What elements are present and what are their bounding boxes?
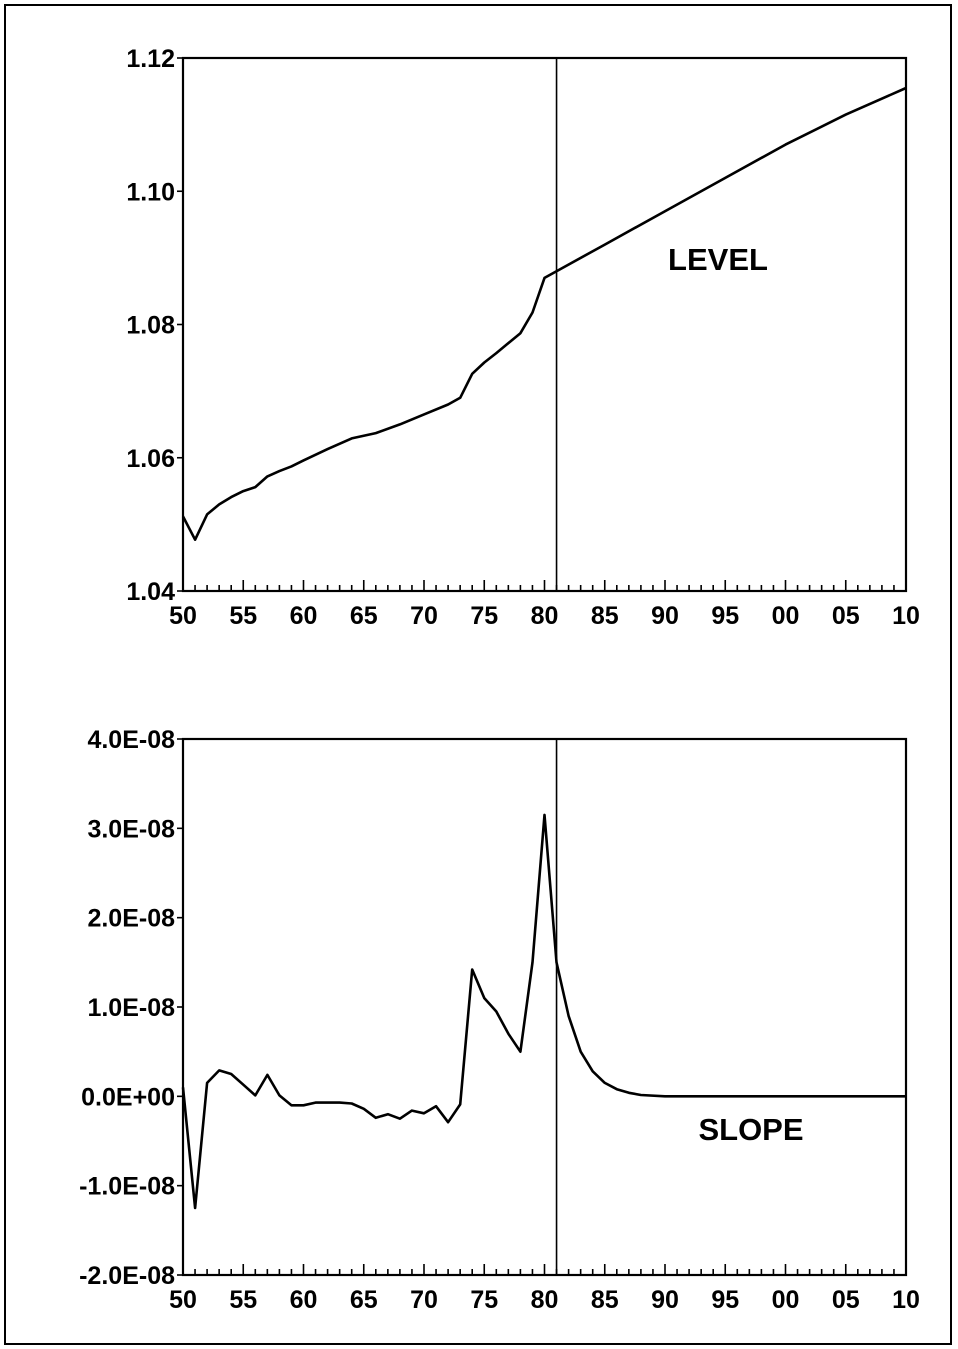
slope-x-tick-label: 00	[772, 1286, 800, 1314]
level-panel-label: LEVEL	[668, 242, 768, 277]
slope-x-tick-label: 50	[169, 1286, 197, 1314]
slope-x-tick-label: 65	[350, 1286, 378, 1314]
level-x-tick-label: 10	[892, 602, 920, 630]
slope-x-tick-label: 95	[711, 1286, 739, 1314]
level-x-tick-label: 85	[591, 602, 619, 630]
slope-x-tick-label: 10	[892, 1286, 920, 1314]
level-y-tick-label: 1.12	[126, 45, 175, 73]
slope-x-tick-label: 70	[410, 1286, 438, 1314]
slope-panel-label: SLOPE	[698, 1112, 803, 1147]
slope-y-tick-label: 4.0E-08	[87, 726, 175, 754]
slope-x-tick-label: 90	[651, 1286, 679, 1314]
level-x-tick-label: 70	[410, 602, 438, 630]
slope-x-tick-label: 80	[531, 1286, 559, 1314]
slope-y-tick-label: -1.0E-08	[79, 1173, 175, 1201]
level-x-tick-label: 50	[169, 602, 197, 630]
slope-y-tick-label: 2.0E-08	[87, 905, 175, 933]
level-x-tick-label: 55	[229, 602, 257, 630]
slope-x-tick-label: 85	[591, 1286, 619, 1314]
level-x-tick-label: 60	[290, 602, 318, 630]
level-series-line	[181, 86, 907, 541]
slope-y-tick-label: 1.0E-08	[87, 994, 175, 1022]
level-y-tick-label: 1.10	[126, 178, 175, 206]
slope-x-tick-label: 75	[470, 1286, 498, 1314]
level-x-tick-label: 00	[772, 602, 800, 630]
level-x-tick-label: 75	[470, 602, 498, 630]
slope-y-tick-label: -2.0E-08	[79, 1262, 175, 1290]
slope-y-tick-label: 0.0E+00	[81, 1083, 175, 1111]
slope-series-line	[181, 813, 906, 1210]
level-y-tick-label: 1.06	[126, 445, 175, 473]
level-x-tick-label: 95	[711, 602, 739, 630]
figure-frame	[4, 4, 952, 1345]
level-y-tick-label: 1.08	[126, 312, 175, 340]
level-x-tick-label: 65	[350, 602, 378, 630]
level-x-tick-label: 05	[832, 602, 860, 630]
slope-y-tick-label: 3.0E-08	[87, 815, 175, 843]
level-y-tick-label: 1.04	[126, 578, 175, 606]
slope-x-tick-label: 55	[229, 1286, 257, 1314]
slope-x-tick-label: 60	[290, 1286, 318, 1314]
level-x-tick-label: 90	[651, 602, 679, 630]
level-x-tick-label: 80	[531, 602, 559, 630]
slope-x-tick-label: 05	[832, 1286, 860, 1314]
